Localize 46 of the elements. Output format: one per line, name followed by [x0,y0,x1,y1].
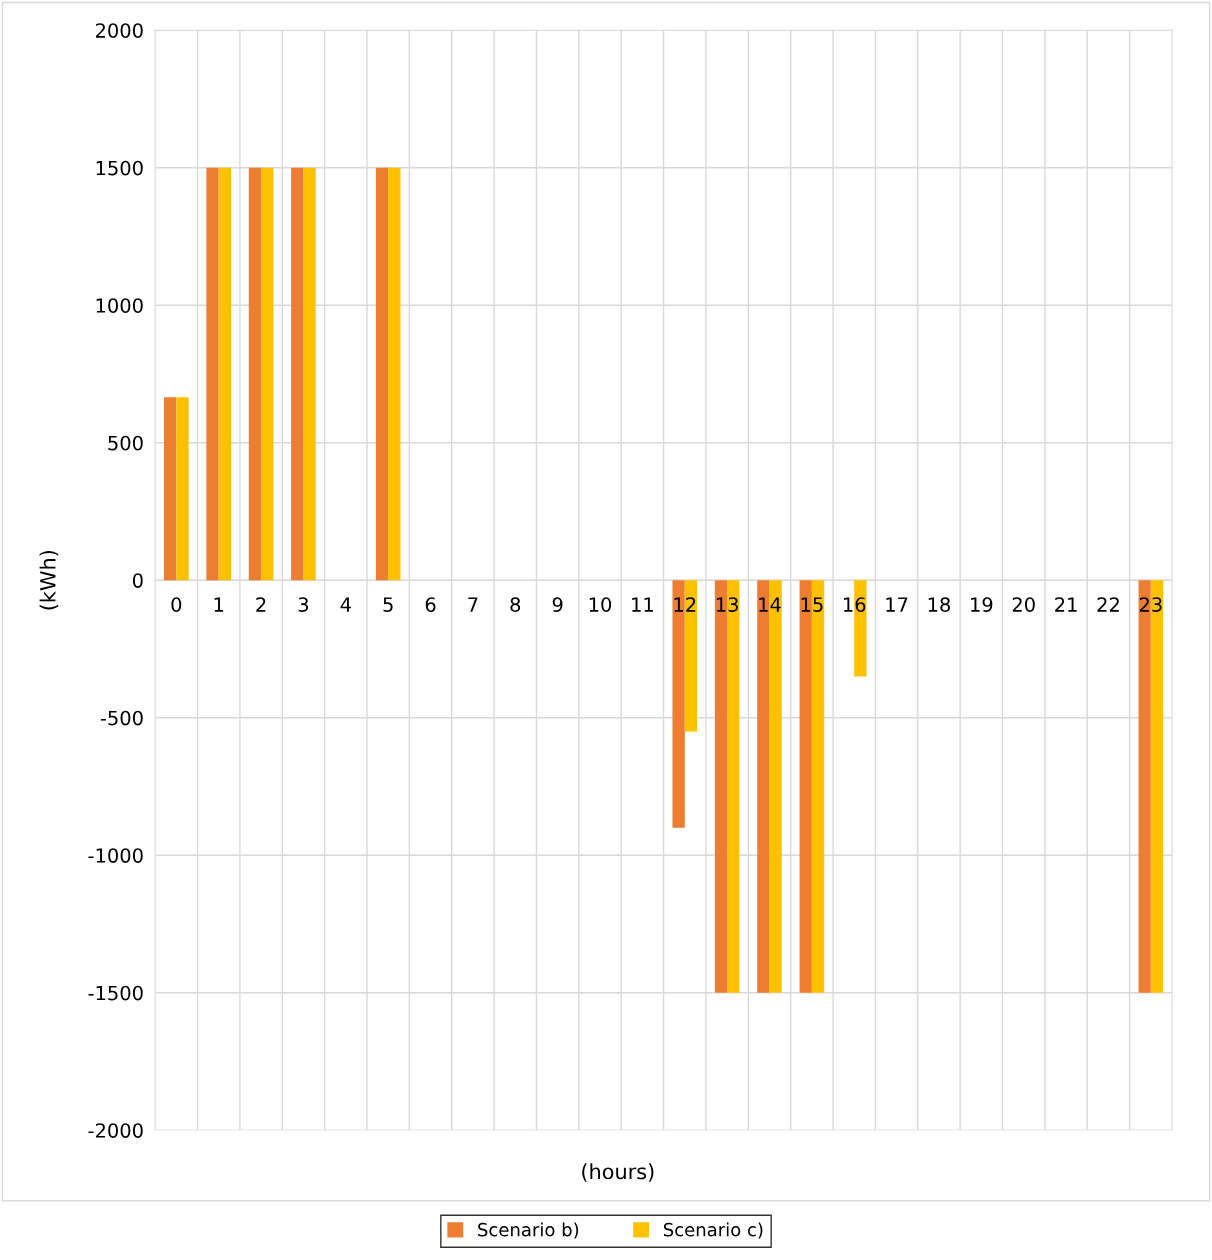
x-tick-label: 7 [468,597,478,612]
x-tick-label: 15 [801,597,823,612]
y-tick-label: 1500 [96,160,143,176]
x-tick-label: 9 [552,597,563,612]
y-tick-label: -1000 [88,848,143,863]
bar [303,167,316,581]
x-tick-label: 2 [256,597,266,612]
x-tick-label: 12 [674,597,696,612]
x-tick-label: 14 [759,597,781,612]
x-tick-label: 0 [171,597,182,612]
y-axis-title: (kWh) [39,550,59,610]
x-tick-label: 4 [340,597,351,612]
x-tick-label: 17 [886,597,908,612]
bar [248,167,262,581]
x-tick-label: 23 [1139,597,1162,612]
y-tick-label: -500 [100,710,143,726]
legend-label: Scenario c) [663,1222,763,1239]
x-tick-label: 5 [383,597,393,612]
x-tick-label: 22 [1097,597,1119,612]
x-tick-label: 18 [928,597,951,612]
y-tick-label: 0 [132,573,143,588]
x-axis-title: (hours) [582,1163,654,1182]
bar [291,167,304,581]
bar [206,167,219,581]
x-tick-label: 21 [1055,597,1077,612]
bar [164,397,177,581]
y-tick-label: 500 [108,435,143,451]
x-tick-label: 1 [214,597,224,612]
y-tick-label: 1000 [96,298,143,313]
x-tick-label: 19 [971,597,993,612]
y-tick-label: -2000 [88,1123,143,1138]
bar [388,167,401,581]
x-tick-label: 20 [1012,597,1035,612]
y-tick-label: -1500 [88,985,143,1001]
bar [176,397,189,581]
bar [375,167,389,581]
x-tick-label: 6 [425,597,436,612]
x-tick-label: 8 [510,597,521,612]
x-tick-label: 3 [298,597,309,612]
x-tick-label: 13 [716,597,738,612]
bar [218,167,231,581]
x-tick-label: 10 [589,597,612,612]
y-tick-label: 2000 [95,23,143,38]
bar [261,167,274,581]
legend-label: Scenario b) [478,1222,579,1239]
x-tick-label: 11 [632,597,653,612]
